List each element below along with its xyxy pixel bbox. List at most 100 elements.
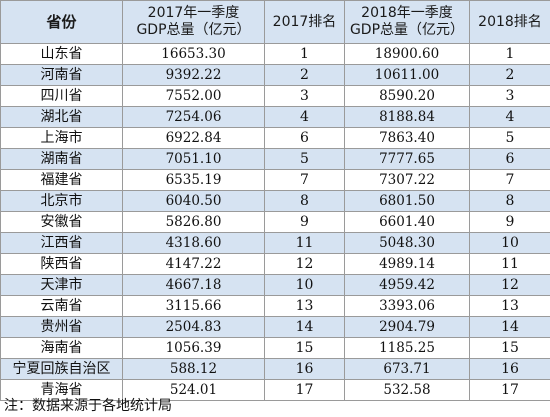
cell-rank-2017: 3 xyxy=(264,85,345,107)
header-gdp-2018-line2: GDP总量（亿元） xyxy=(349,22,465,38)
cell-province: 贵州省 xyxy=(0,316,123,338)
cell-gdp-2018: 4959.42 xyxy=(344,274,470,296)
table-row: 陕西省 4147.22 12 4989.14 11 xyxy=(0,253,550,275)
cell-gdp-2017: 7254.06 xyxy=(122,106,265,128)
cell-rank-2018: 3 xyxy=(469,85,550,107)
cell-rank-2017: 16 xyxy=(264,358,345,380)
table-row: 河南省 9392.22 2 10611.00 2 xyxy=(0,64,550,86)
cell-province: 天津市 xyxy=(0,274,123,296)
cell-gdp-2017: 3115.66 xyxy=(122,295,265,317)
cell-rank-2018: 8 xyxy=(469,190,550,212)
header-gdp-2017-line2: GDP总量（亿元） xyxy=(136,22,251,38)
cell-rank-2017: 15 xyxy=(264,337,345,359)
cell-rank-2017: 4 xyxy=(264,106,345,128)
cell-province: 云南省 xyxy=(0,295,123,317)
cell-gdp-2017: 4318.60 xyxy=(122,232,265,254)
cell-rank-2017: 17 xyxy=(264,379,345,401)
table-row: 青海省 524.01 17 532.58 17 xyxy=(0,379,550,401)
cell-gdp-2017: 16653.30 xyxy=(122,43,265,65)
cell-gdp-2017: 7552.00 xyxy=(122,85,265,107)
table-row: 海南省 1056.39 15 1185.25 15 xyxy=(0,337,550,359)
cell-gdp-2017: 4147.22 xyxy=(122,253,265,275)
header-rank-2017: 2017排名 xyxy=(264,0,345,44)
table-row: 湖北省 7254.06 4 8188.84 4 xyxy=(0,106,550,128)
cell-rank-2018: 1 xyxy=(469,43,550,65)
cell-gdp-2017: 6040.50 xyxy=(122,190,265,212)
cell-gdp-2017: 7051.10 xyxy=(122,148,265,170)
cell-rank-2018: 15 xyxy=(469,337,550,359)
table-row: 天津市 4667.18 10 4959.42 12 xyxy=(0,274,550,296)
cell-gdp-2017: 2504.83 xyxy=(122,316,265,338)
cell-gdp-2018: 532.58 xyxy=(344,379,470,401)
table-row: 山东省 16653.30 1 18900.60 1 xyxy=(0,43,550,65)
cell-rank-2018: 9 xyxy=(469,211,550,233)
cell-province: 青海省 xyxy=(0,379,123,401)
cell-gdp-2017: 6535.19 xyxy=(122,169,265,191)
cell-province: 安徽省 xyxy=(0,211,123,233)
cell-rank-2017: 8 xyxy=(264,190,345,212)
table-row: 江西省 4318.60 11 5048.30 10 xyxy=(0,232,550,254)
cell-province: 湖北省 xyxy=(0,106,123,128)
cell-gdp-2018: 673.71 xyxy=(344,358,470,380)
cell-gdp-2018: 5048.30 xyxy=(344,232,470,254)
table-row: 四川省 7552.00 3 8590.20 3 xyxy=(0,85,550,107)
cell-rank-2017: 1 xyxy=(264,43,345,65)
cell-gdp-2018: 10611.00 xyxy=(344,64,470,86)
cell-gdp-2018: 7307.22 xyxy=(344,169,470,191)
cell-rank-2018: 12 xyxy=(469,274,550,296)
cell-gdp-2018: 1185.25 xyxy=(344,337,470,359)
cell-rank-2018: 14 xyxy=(469,316,550,338)
cell-rank-2017: 12 xyxy=(264,253,345,275)
cell-gdp-2018: 18900.60 xyxy=(344,43,470,65)
cell-gdp-2018: 7777.65 xyxy=(344,148,470,170)
cell-gdp-2017: 4667.18 xyxy=(122,274,265,296)
table-row: 福建省 6535.19 7 7307.22 7 xyxy=(0,169,550,191)
cell-province: 山东省 xyxy=(0,43,123,65)
table-row: 宁夏回族自治区 588.12 16 673.71 16 xyxy=(0,358,550,380)
table-row: 湖南省 7051.10 5 7777.65 6 xyxy=(0,148,550,170)
cell-rank-2018: 10 xyxy=(469,232,550,254)
header-gdp-2017-line1: 2017年一季度 xyxy=(147,5,240,21)
cell-gdp-2018: 8590.20 xyxy=(344,85,470,107)
header-gdp-2017: 2017年一季度 GDP总量（亿元） xyxy=(122,0,265,44)
cell-rank-2018: 2 xyxy=(469,64,550,86)
cell-gdp-2018: 3393.06 xyxy=(344,295,470,317)
cell-gdp-2017: 6922.84 xyxy=(122,127,265,149)
cell-rank-2017: 13 xyxy=(264,295,345,317)
cell-gdp-2017: 1056.39 xyxy=(122,337,265,359)
cell-gdp-2018: 6601.40 xyxy=(344,211,470,233)
cell-province: 海南省 xyxy=(0,337,123,359)
cell-province: 陕西省 xyxy=(0,253,123,275)
cell-rank-2017: 10 xyxy=(264,274,345,296)
table-body: 山东省 16653.30 1 18900.60 1 河南省 9392.22 2 … xyxy=(0,43,550,401)
cell-gdp-2018: 7863.40 xyxy=(344,127,470,149)
cell-rank-2017: 5 xyxy=(264,148,345,170)
table-header-row: 省份 2017年一季度 GDP总量（亿元） 2017排名 2018年一季度 GD… xyxy=(0,0,550,44)
cell-gdp-2018: 4989.14 xyxy=(344,253,470,275)
cell-rank-2017: 14 xyxy=(264,316,345,338)
source-note: 注：数据来源于各地统计局 xyxy=(4,398,172,414)
cell-rank-2018: 11 xyxy=(469,253,550,275)
gdp-ranking-table: 省份 2017年一季度 GDP总量（亿元） 2017排名 2018年一季度 GD… xyxy=(0,0,550,401)
cell-gdp-2017: 588.12 xyxy=(122,358,265,380)
cell-province: 四川省 xyxy=(0,85,123,107)
cell-gdp-2018: 2904.79 xyxy=(344,316,470,338)
cell-province: 江西省 xyxy=(0,232,123,254)
cell-rank-2018: 4 xyxy=(469,106,550,128)
cell-rank-2018: 17 xyxy=(469,379,550,401)
table-row: 安徽省 5826.80 9 6601.40 9 xyxy=(0,211,550,233)
table-row: 贵州省 2504.83 14 2904.79 14 xyxy=(0,316,550,338)
cell-rank-2017: 2 xyxy=(264,64,345,86)
header-gdp-2018: 2018年一季度 GDP总量（亿元） xyxy=(344,0,470,44)
cell-rank-2017: 6 xyxy=(264,127,345,149)
cell-province: 上海市 xyxy=(0,127,123,149)
cell-gdp-2017: 5826.80 xyxy=(122,211,265,233)
cell-rank-2017: 11 xyxy=(264,232,345,254)
header-province: 省份 xyxy=(0,0,123,44)
header-rank-2018: 2018排名 xyxy=(469,0,550,44)
cell-province: 河南省 xyxy=(0,64,123,86)
cell-gdp-2017: 9392.22 xyxy=(122,64,265,86)
cell-province: 宁夏回族自治区 xyxy=(0,358,123,380)
cell-rank-2018: 6 xyxy=(469,148,550,170)
cell-rank-2017: 9 xyxy=(264,211,345,233)
